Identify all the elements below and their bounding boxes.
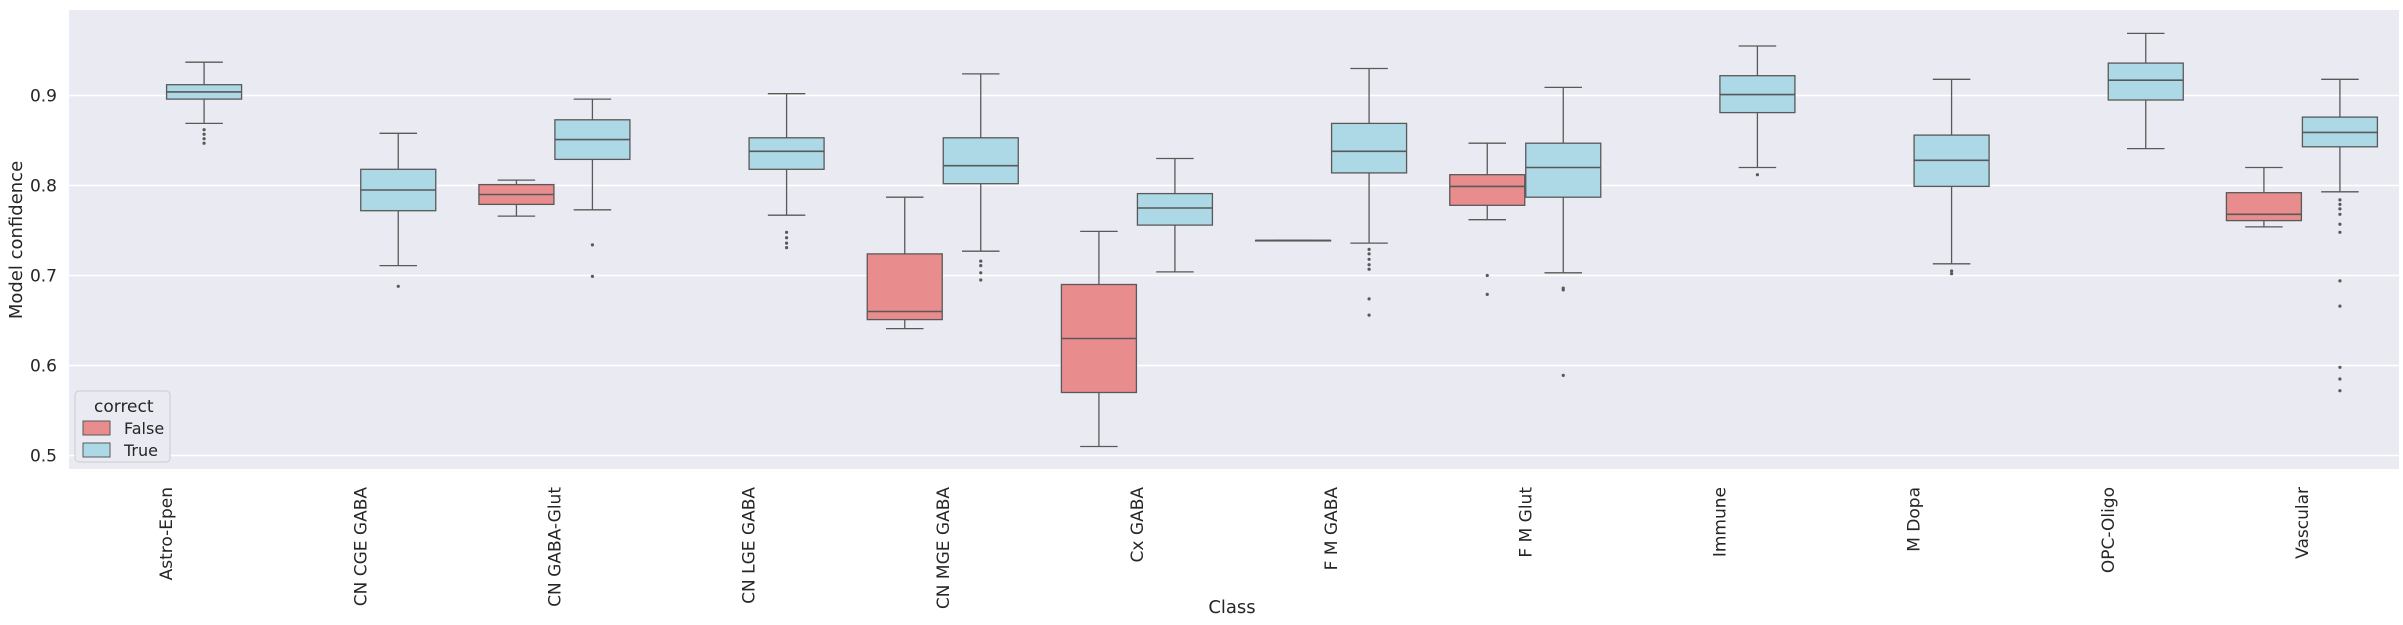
box-true: [1330, 122, 1408, 174]
outlier-point: [1561, 373, 1565, 377]
box-false: [2225, 192, 2303, 222]
y-tick-label: 0.7: [30, 267, 57, 287]
box-true: [942, 137, 1019, 185]
outlier-point: [1949, 269, 1954, 273]
x-tick-labels: Astro-Epen CN CGE GABA CN GABA-Glut CN LGE …: [157, 487, 2313, 609]
outlier-point: [979, 278, 983, 282]
plot-background: [69, 10, 2399, 469]
x-tick-label: M Dopa: [1905, 487, 1925, 552]
outlier-point: [2338, 304, 2342, 308]
outlier-point: [2338, 222, 2342, 226]
outlier-point: [2338, 230, 2342, 234]
box-false: [1449, 174, 1526, 206]
outlier-point: [590, 274, 595, 278]
outlier-point: [202, 141, 206, 145]
legend-label-true: True: [123, 441, 158, 460]
outlier-point: [784, 230, 789, 234]
x-tick-label: CN MGE GABA: [934, 487, 954, 609]
y-tick-labels: 0.5 0.6 0.7 0.8 0.9: [30, 87, 57, 467]
box-false: [866, 253, 943, 321]
y-tick-label: 0.8: [30, 177, 57, 197]
outlier-point: [1561, 288, 1565, 292]
outlier-point: [1485, 292, 1489, 296]
legend-swatch-false: [82, 420, 111, 436]
outlier-point: [2338, 377, 2342, 381]
outlier-point: [2338, 212, 2342, 216]
legend-swatch-true: [82, 442, 111, 458]
y-tick-label: 0.9: [30, 87, 57, 107]
y-axis-label: Model confidence: [6, 161, 27, 319]
outlier-point: [1367, 313, 1371, 317]
x-tick-label: Astro-Epen: [157, 487, 177, 580]
outlier-point: [1949, 272, 1954, 276]
outlier-point: [784, 236, 789, 240]
outlier-point: [2338, 279, 2342, 283]
legend-label-false: False: [124, 419, 164, 438]
box-true: [748, 137, 825, 170]
outlier-point: [1367, 252, 1371, 256]
outlier-point: [979, 259, 983, 263]
outlier-point: [2338, 389, 2342, 393]
outlier-point: [784, 241, 789, 245]
outlier-point: [979, 264, 983, 268]
outlier-point: [1755, 173, 1760, 177]
x-tick-label: CN LGE GABA: [740, 487, 760, 604]
x-tick-label: CN CGE GABA: [351, 487, 371, 607]
legend: correct False True: [74, 390, 171, 463]
x-tick-label: F M GABA: [1322, 487, 1342, 571]
x-tick-label: CN GABA-Glut: [545, 487, 565, 607]
x-tick-label: OPC-Oligo: [2099, 487, 2119, 573]
outlier-point: [1485, 273, 1489, 278]
outlier-point: [784, 246, 789, 250]
box-true: [1136, 192, 1214, 226]
y-tick-label: 0.6: [30, 357, 57, 377]
outlier-point: [2338, 365, 2342, 369]
x-axis-label: Class: [1208, 597, 1255, 618]
box-true: [2107, 62, 2184, 101]
box-true: [1525, 142, 1602, 198]
outlier-point: [1367, 257, 1371, 261]
outlier-point: [2338, 198, 2342, 202]
x-tick-label: Cx GABA: [1128, 487, 1148, 563]
outlier-point: [202, 137, 206, 141]
outlier-point: [1367, 247, 1371, 251]
outlier-point: [979, 271, 983, 275]
y-tick-label: 0.5: [30, 447, 57, 467]
grid-lines: [69, 94, 2399, 457]
outlier-point: [1367, 297, 1371, 301]
legend-title: correct: [94, 397, 154, 417]
outlier-point: [2338, 207, 2342, 211]
outlier-point: [590, 243, 595, 247]
outlier-point: [2338, 202, 2342, 206]
outlier-point: [1367, 263, 1371, 267]
outlier-point: [202, 128, 206, 132]
boxes-layer: [165, 32, 2379, 448]
x-tick-label: Vascular: [2293, 487, 2313, 559]
x-tick-label: Immune: [1710, 487, 1730, 557]
x-tick-label: F M Glut: [1516, 487, 1536, 558]
outlier-point: [396, 284, 400, 288]
outlier-point: [202, 132, 206, 136]
outlier-point: [1367, 267, 1371, 271]
